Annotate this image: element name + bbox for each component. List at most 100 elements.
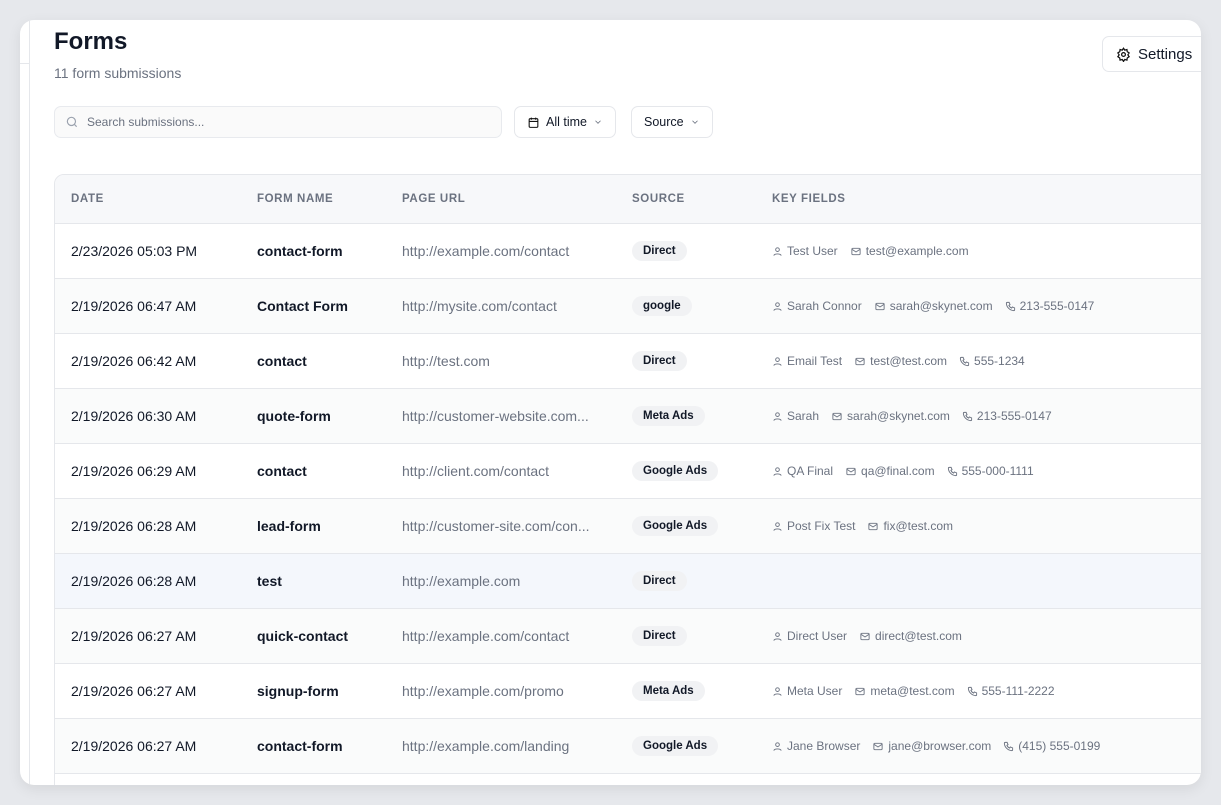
key-name-field: Meta User (772, 684, 842, 698)
search-input[interactable] (87, 115, 487, 129)
date-cell: 2/19/2026 06:28 AM (71, 518, 197, 534)
page-url-cell: http://example.com/contact (402, 628, 570, 644)
column-header-source[interactable]: SOURCE (632, 193, 685, 205)
source-badge: Google Ads (632, 516, 719, 536)
key-phone-field: 555-000-1111 (947, 464, 1034, 478)
source-filter-dropdown[interactable]: Source (631, 106, 713, 138)
page-url-cell: http://example.com (402, 573, 521, 589)
settings-button[interactable]: Settings (1102, 36, 1201, 72)
mail-icon (854, 686, 866, 697)
key-name-field: Sarah Connor (772, 299, 862, 313)
search-box[interactable] (54, 106, 502, 138)
key-email-field: sarah@skynet.com (874, 299, 993, 313)
submission-count: 11 form submissions (54, 65, 182, 81)
key-email-field: direct@test.com (859, 629, 962, 643)
table-row[interactable]: 2/19/2026 06:47 AM Contact Form http://m… (55, 278, 1201, 333)
column-header-key-fields[interactable]: KEY FIELDS (772, 193, 846, 205)
app-window: Forms 11 form submissions Settings All t… (20, 20, 1201, 785)
key-fields-cell: Test User test@example.com (772, 244, 1201, 258)
column-header-date[interactable]: DATE (71, 193, 104, 205)
table-header: DATE FORM NAME PAGE URL SOURCE KEY FIELD… (55, 175, 1201, 223)
table-row[interactable]: 2/19/2026 06:27 AM signup-form http://ex… (55, 663, 1201, 718)
column-header-page-url[interactable]: PAGE URL (402, 193, 466, 205)
mail-icon (845, 466, 857, 477)
page-url-cell: http://mysite.com/contact (402, 298, 557, 314)
key-fields-cell: Sarah sarah@skynet.com 213-555-0147 (772, 409, 1201, 423)
table-row[interactable] (55, 773, 1201, 785)
column-header-form-name[interactable]: FORM NAME (257, 193, 334, 205)
user-icon (772, 301, 783, 312)
date-filter-label: All time (546, 115, 587, 129)
source-badge: Meta Ads (632, 681, 705, 701)
phone-icon (962, 411, 973, 422)
source-badge: Direct (632, 241, 687, 261)
user-icon (772, 466, 783, 477)
table-row[interactable]: 2/19/2026 06:27 AM quick-contact http://… (55, 608, 1201, 663)
date-cell: 2/19/2026 06:28 AM (71, 573, 197, 589)
key-email-field: fix@test.com (867, 519, 953, 533)
source-badge: Direct (632, 571, 687, 591)
chevron-down-icon (593, 117, 603, 127)
calendar-icon (527, 116, 540, 129)
user-icon (772, 631, 783, 642)
date-filter-dropdown[interactable]: All time (514, 106, 616, 138)
user-icon (772, 686, 783, 697)
form-name-cell: Contact Form (257, 298, 348, 314)
source-badge: google (632, 296, 692, 316)
mail-icon (831, 411, 843, 422)
table-row[interactable]: 2/23/2026 05:03 PM contact-form http://e… (55, 223, 1201, 278)
table-row[interactable]: 2/19/2026 06:28 AM test http://example.c… (55, 553, 1201, 608)
form-name-cell: quick-contact (257, 628, 349, 644)
settings-label: Settings (1138, 45, 1193, 63)
date-cell: 2/19/2026 06:42 AM (71, 353, 197, 369)
table-row[interactable]: 2/19/2026 06:27 AM contact-form http://e… (55, 718, 1201, 773)
key-email-field: jane@browser.com (872, 739, 991, 753)
date-cell: 2/19/2026 06:30 AM (71, 408, 197, 424)
source-badge: Direct (632, 351, 687, 371)
table-row[interactable]: 2/19/2026 06:28 AM lead-form http://cust… (55, 498, 1201, 553)
phone-icon (967, 686, 978, 697)
form-name-cell: contact (257, 353, 307, 369)
chevron-down-icon (690, 117, 700, 127)
date-cell: 2/19/2026 06:27 AM (71, 738, 197, 754)
key-name-field: Direct User (772, 629, 847, 643)
date-cell: 2/23/2026 05:03 PM (71, 243, 198, 259)
date-cell: 2/19/2026 06:27 AM (71, 683, 197, 699)
search-icon (65, 115, 79, 129)
page-url-cell: http://customer-website.com... (402, 408, 589, 424)
page-url-cell: http://example.com/contact (402, 243, 570, 259)
phone-icon (1003, 741, 1014, 752)
source-badge: Google Ads (632, 461, 719, 481)
key-name-field: Sarah (772, 409, 819, 423)
key-phone-field: 213-555-0147 (1005, 299, 1094, 313)
mail-icon (850, 246, 862, 257)
divider (20, 63, 30, 64)
source-badge: Direct (632, 626, 687, 646)
submissions-table: DATE FORM NAME PAGE URL SOURCE KEY FIELD… (54, 174, 1201, 785)
source-filter-label: Source (644, 115, 684, 129)
table-row[interactable]: 2/19/2026 06:30 AM quote-form http://cus… (55, 388, 1201, 443)
key-name-field: Post Fix Test (772, 519, 855, 533)
table-row[interactable]: 2/19/2026 06:42 AM contact http://test.c… (55, 333, 1201, 388)
key-phone-field: (415) 555-0199 (1003, 739, 1100, 753)
date-cell: 2/19/2026 06:47 AM (71, 298, 197, 314)
page-url-cell: http://client.com/contact (402, 463, 550, 479)
user-icon (772, 411, 783, 422)
key-fields-cell: Sarah Connor sarah@skynet.com 213-555-0147 (772, 299, 1201, 313)
mail-icon (874, 301, 886, 312)
key-name-field: Test User (772, 244, 838, 258)
user-icon (772, 521, 783, 532)
key-fields-cell: QA Final qa@final.com 555-000-1111 (772, 464, 1201, 478)
source-badge: Google Ads (632, 736, 719, 756)
mail-icon (867, 521, 879, 532)
page-url-cell: http://example.com/promo (402, 683, 564, 699)
source-badge: Meta Ads (632, 406, 705, 426)
key-phone-field: 555-111-2222 (967, 684, 1055, 698)
key-name-field: QA Final (772, 464, 833, 478)
mail-icon (872, 741, 884, 752)
table-row[interactable]: 2/19/2026 06:29 AM contact http://client… (55, 443, 1201, 498)
key-phone-field: 213-555-0147 (962, 409, 1052, 423)
date-cell: 2/19/2026 06:29 AM (71, 463, 197, 479)
form-name-cell: contact-form (257, 243, 343, 259)
form-name-cell: lead-form (257, 518, 321, 534)
